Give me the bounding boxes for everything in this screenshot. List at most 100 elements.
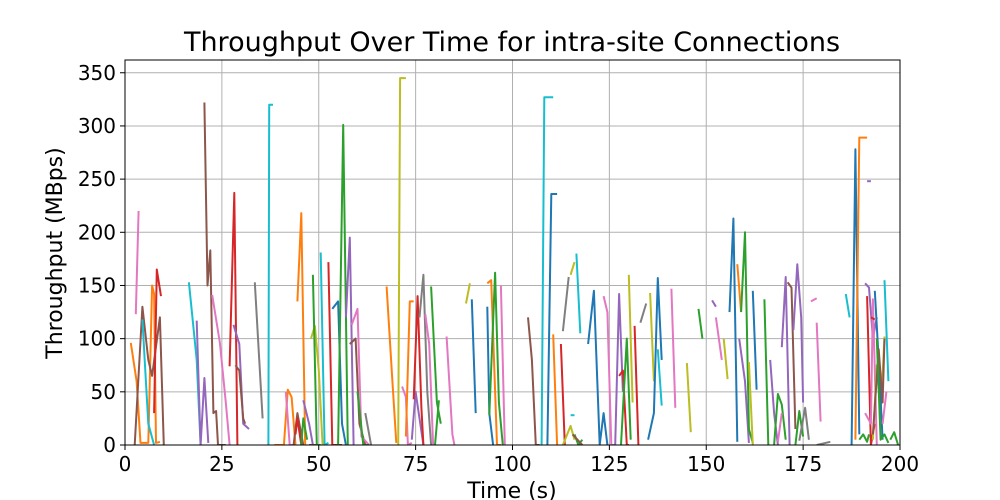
- series-line-77: [711, 299, 717, 308]
- series-line-5: [153, 268, 162, 414]
- series-line-92: [792, 263, 805, 403]
- series-line-100: [854, 136, 868, 440]
- series-line-84: [747, 361, 754, 445]
- series-line-57: [561, 276, 570, 332]
- series-line-31: [350, 307, 370, 445]
- series-line-97: [816, 440, 831, 445]
- series-line-28: [337, 123, 349, 445]
- x-axis-ticks: 0 25 50 75 100 125 150 175 200: [119, 445, 919, 476]
- series-line-7: [195, 320, 210, 445]
- series-line-18: [294, 417, 303, 445]
- series-line-49: [488, 271, 504, 445]
- series-line-66: [618, 369, 629, 445]
- y-tick-label: 0: [103, 433, 116, 457]
- series-line-54: [552, 334, 559, 445]
- series-line-14: [267, 103, 273, 445]
- series-line-108: [875, 338, 890, 444]
- series-line-62: [571, 433, 584, 445]
- series-line-16: [284, 391, 294, 445]
- series-line-89: [776, 412, 783, 442]
- series-line-110: [883, 280, 890, 382]
- x-tick-label: 175: [784, 452, 822, 476]
- series-line-50: [499, 285, 506, 445]
- chart-title: Throughput Over Time for intra-site Conn…: [183, 27, 840, 58]
- series-line-60: [575, 253, 582, 334]
- series-line-80: [728, 217, 739, 442]
- series-line-82: [738, 338, 750, 443]
- series-line-68: [627, 274, 634, 403]
- series-line-88: [773, 393, 787, 445]
- series-line-34: [385, 286, 398, 443]
- series-line-85: [751, 290, 758, 390]
- series-line-94: [798, 406, 810, 441]
- series-line-112: [889, 431, 900, 445]
- series-line-3: [134, 210, 140, 315]
- y-tick-label: 200: [78, 220, 116, 244]
- y-tick-label: 250: [78, 167, 116, 191]
- series-line-10: [228, 191, 239, 445]
- series-line-76: [697, 308, 704, 339]
- series-line-32: [356, 391, 370, 445]
- series-line-96: [815, 322, 822, 422]
- series-line-99: [850, 148, 861, 445]
- series-line-43: [434, 400, 440, 445]
- series-line-55: [559, 343, 566, 445]
- series-line-42: [430, 286, 442, 424]
- x-axis-title: Time (s): [466, 479, 556, 500]
- x-tick-label: 125: [590, 452, 628, 476]
- series-line-69: [633, 325, 640, 445]
- series-line-13: [253, 282, 264, 419]
- series-line-104: [864, 298, 878, 445]
- series-line-111: [881, 391, 888, 424]
- series-line-41: [424, 314, 435, 445]
- series-line-40: [418, 273, 433, 445]
- series-line-38: [410, 390, 425, 445]
- series-line-87: [769, 359, 779, 445]
- series-line-51: [527, 317, 540, 445]
- series-line-37: [404, 300, 414, 437]
- series-line-2: [133, 305, 165, 445]
- series-line-44: [445, 336, 456, 445]
- series-line-102: [864, 282, 878, 340]
- series-line-113: [870, 316, 876, 321]
- series-line-67: [620, 337, 632, 445]
- series-line-98: [844, 293, 851, 318]
- series-line-78: [714, 317, 723, 361]
- series-line-8: [203, 102, 226, 445]
- series-line-63: [587, 289, 609, 445]
- series-line-29: [344, 236, 355, 445]
- series-line-19: [296, 212, 307, 445]
- series-line-71: [649, 292, 655, 382]
- series-line-9: [211, 294, 231, 445]
- series-line-95: [810, 297, 818, 303]
- y-tick-label: 100: [78, 327, 116, 351]
- series-line-12: [234, 364, 247, 425]
- series-line-26: [327, 262, 342, 445]
- series-line-20: [300, 417, 309, 445]
- series-line-101: [858, 433, 870, 443]
- series-line-33: [364, 412, 373, 445]
- x-tick-label: 0: [119, 452, 132, 476]
- y-tick-label: 350: [78, 61, 116, 85]
- series-line-91: [786, 281, 797, 430]
- series-line-35: [397, 77, 406, 445]
- series-line-74: [670, 288, 677, 408]
- series-line-23: [310, 324, 324, 445]
- x-tick-label: 75: [403, 452, 428, 476]
- series-line-48: [486, 279, 501, 445]
- series-line-46: [470, 299, 477, 414]
- series-line-90: [780, 276, 791, 445]
- series-line-65: [614, 293, 624, 445]
- series-line-73: [656, 349, 663, 406]
- x-tick-label: 25: [209, 452, 234, 476]
- series-line-52: [540, 96, 554, 445]
- series-line-72: [647, 277, 663, 440]
- y-axis-ticks: 0 50 100 150 200 250 300 350: [78, 61, 125, 457]
- series-line-75: [685, 363, 692, 433]
- series-line-81: [736, 264, 743, 313]
- series-line-25: [319, 252, 329, 445]
- series-line-15: [274, 388, 297, 445]
- y-tick-label: 150: [78, 273, 116, 297]
